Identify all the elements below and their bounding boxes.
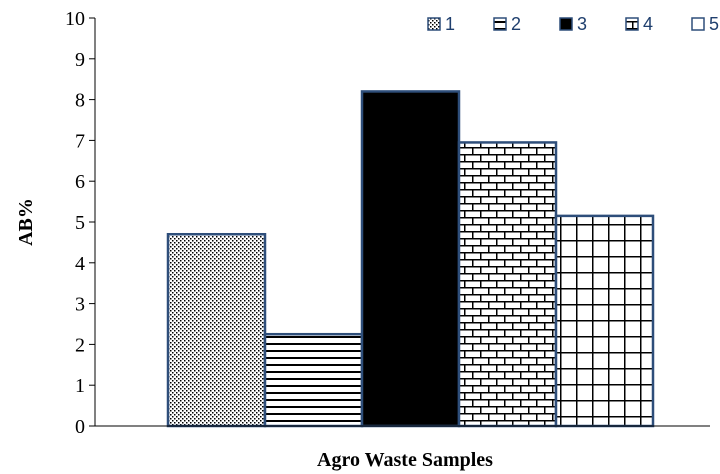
y-tick-label: 0: [75, 416, 85, 438]
y-tick-label: 6: [75, 171, 85, 193]
y-tick-label: 8: [75, 90, 85, 112]
bar-5: [554, 214, 655, 428]
y-tick-label: 2: [75, 334, 85, 356]
bar-2: [263, 332, 364, 428]
legend-swatch-4: [625, 17, 639, 31]
x-axis-title: Agro Waste Samples: [317, 449, 493, 471]
legend: 1 2 3 4 5: [427, 14, 719, 34]
legend-swatch-3: [559, 17, 573, 31]
bar-1: [166, 232, 267, 428]
bars: [166, 90, 655, 428]
y-axis: 0 1 2 3 4 5 6 7 8 9 10: [65, 8, 96, 438]
y-tick-label: 9: [75, 49, 85, 71]
y-tick-label: 5: [75, 212, 85, 234]
y-tick-label: 4: [75, 253, 85, 275]
legend-label-1: 1: [445, 14, 455, 34]
y-tick-label: 3: [75, 294, 85, 316]
legend-swatch-2: [493, 17, 507, 31]
legend-label-5: 5: [709, 14, 719, 34]
y-axis-title: AB%: [15, 198, 37, 246]
legend-label-4: 4: [643, 14, 653, 34]
legend-label-2: 2: [511, 14, 521, 34]
y-tick-label: 7: [75, 130, 85, 152]
y-tick-label: 10: [65, 8, 85, 30]
bar-3: [360, 90, 461, 428]
legend-label-3: 3: [577, 14, 587, 34]
bar-4: [457, 141, 558, 428]
legend-swatch-1: [427, 17, 441, 31]
y-tick-label: 1: [75, 375, 85, 397]
legend-swatch-5: [691, 17, 705, 31]
